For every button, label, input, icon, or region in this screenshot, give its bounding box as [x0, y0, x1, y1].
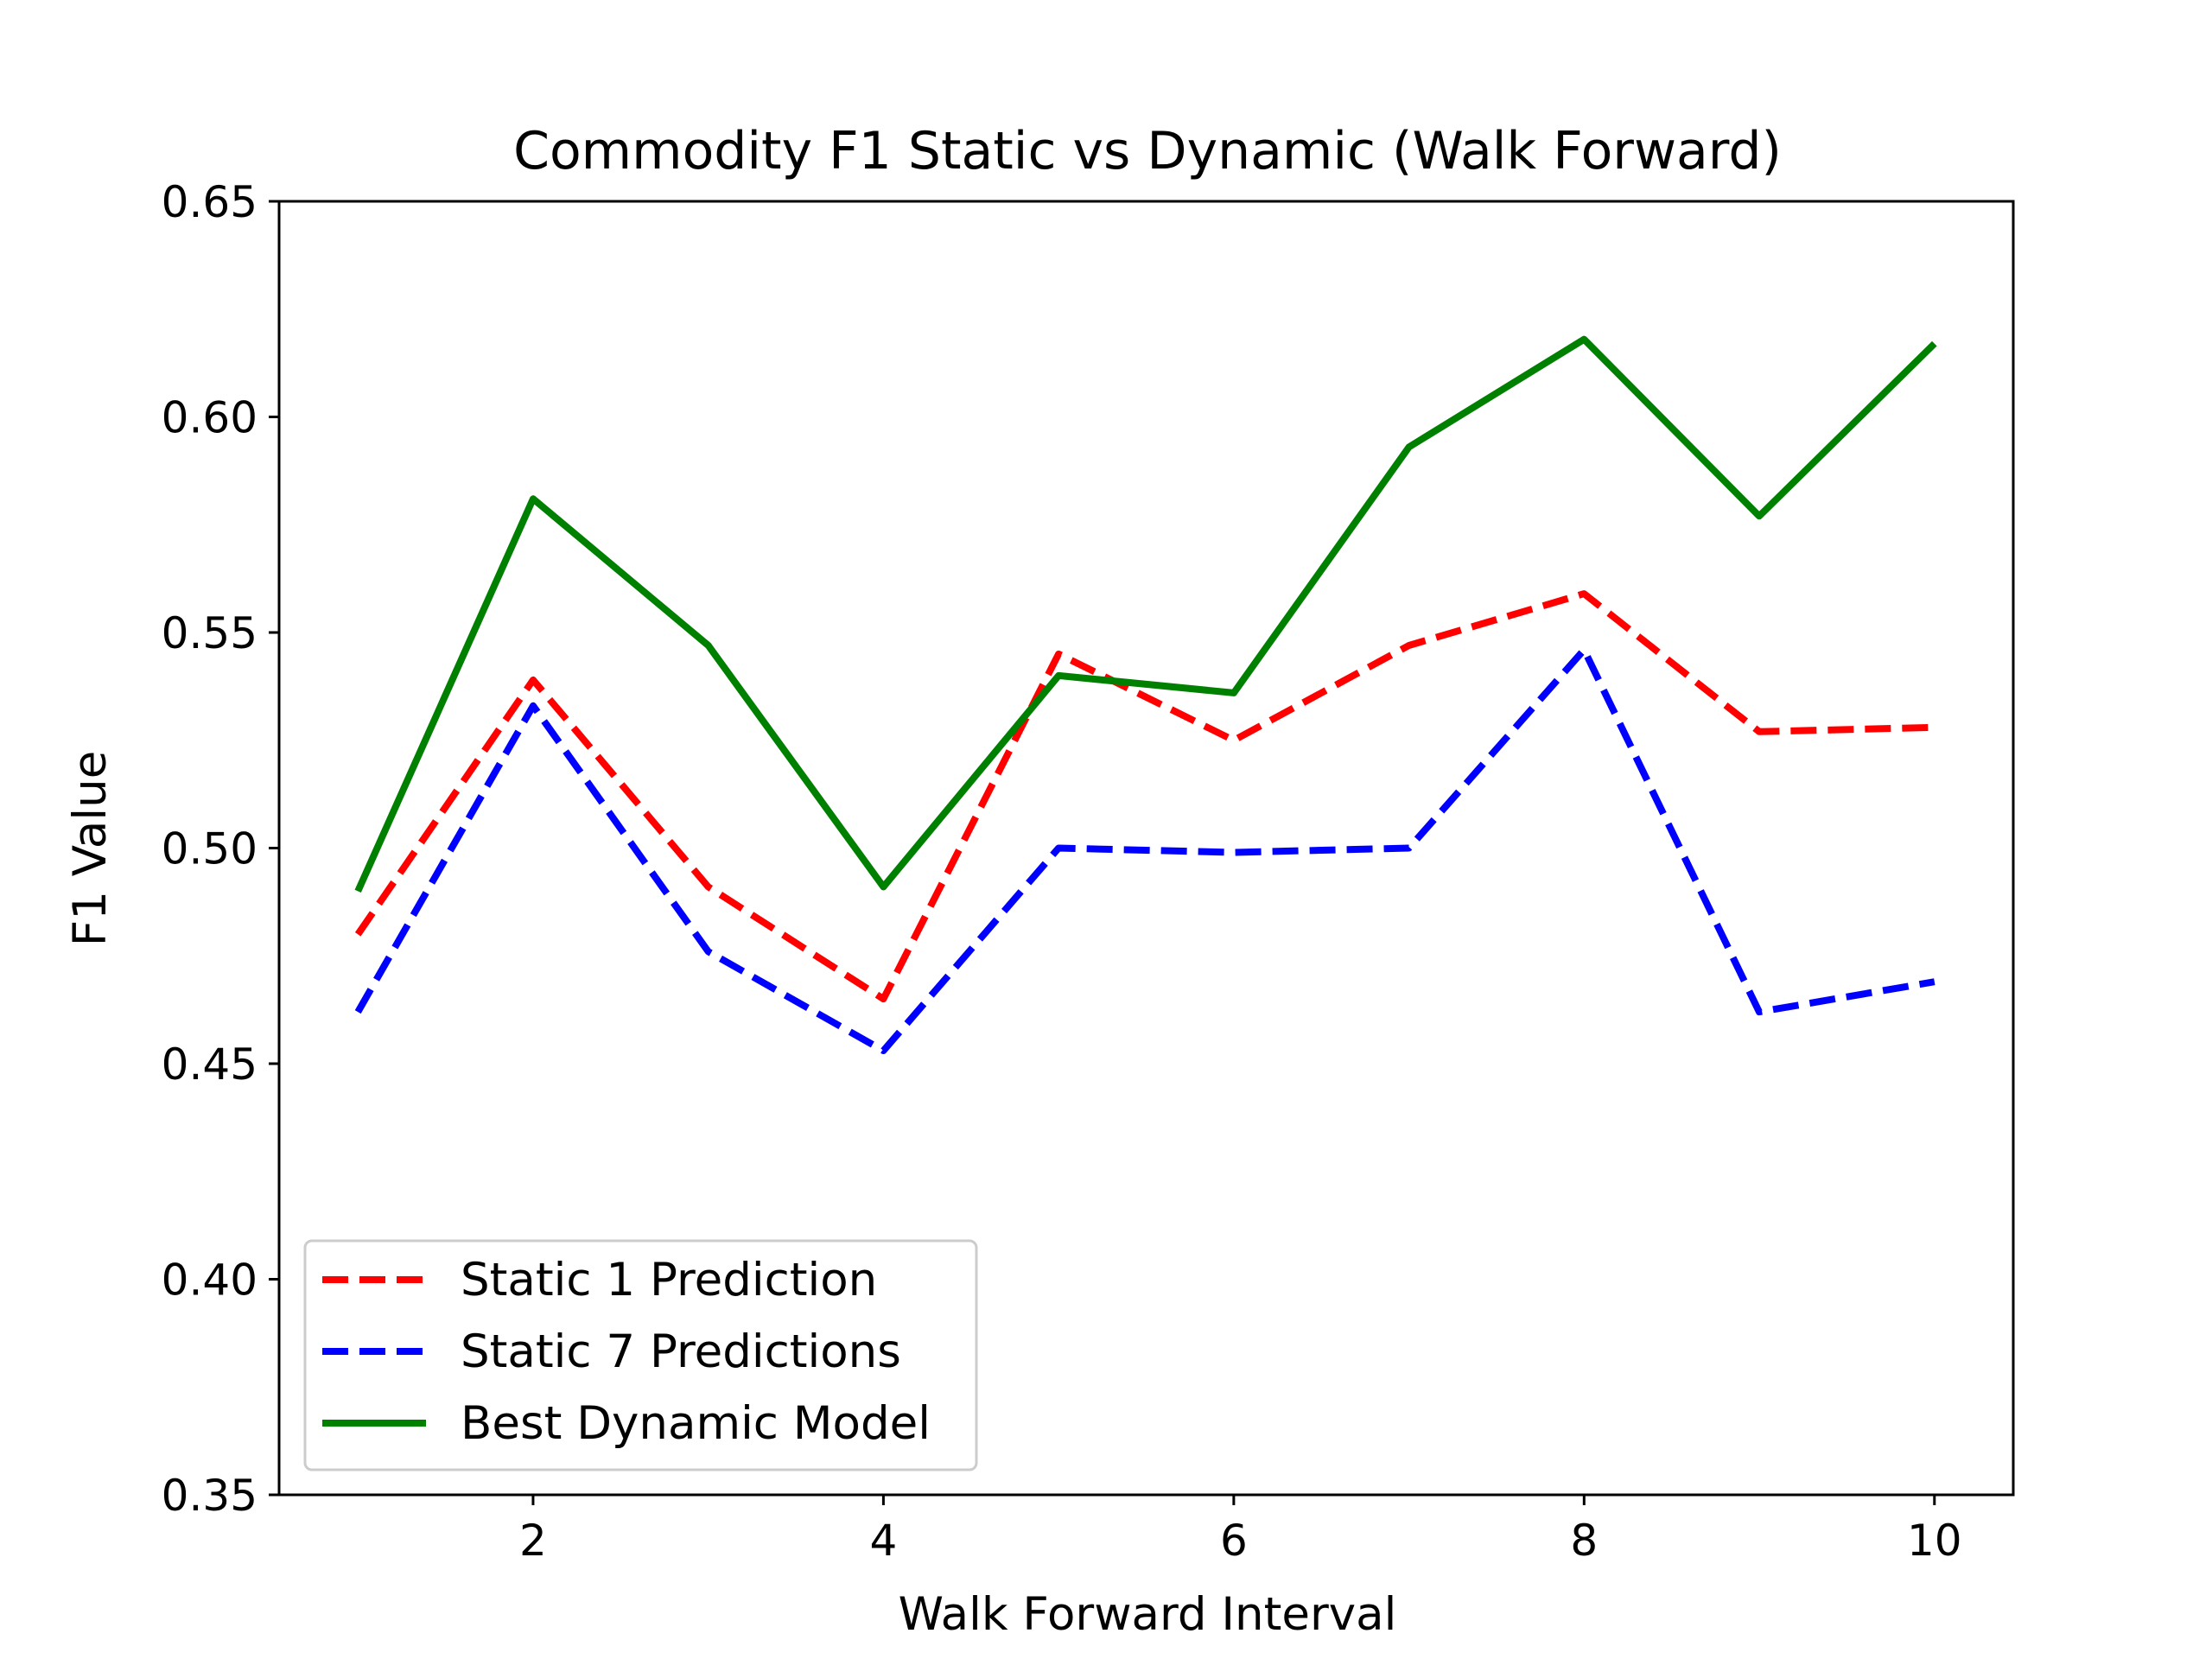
legend-label-static-1: Static 1 Prediction — [461, 1254, 877, 1306]
series-line-3 — [354, 335, 1937, 893]
legend-label-static-7: Static 7 Predictions — [461, 1325, 901, 1378]
x-tick-label: 10 — [1907, 1516, 1962, 1566]
x-tick-label: 6 — [1220, 1516, 1248, 1566]
y-axis-label: F1 Value — [64, 751, 117, 947]
legend-box — [303, 1239, 978, 1471]
y-tick-label: 0.45 — [162, 1039, 257, 1090]
x-axis-ticks: 2 4 6 8 10 — [519, 1495, 1962, 1566]
x-tick-label: 2 — [519, 1516, 547, 1566]
legend: Static 1 Prediction Static 7 Predictions… — [303, 1239, 978, 1471]
y-tick-label: 0.60 — [162, 393, 257, 443]
y-tick-label: 0.35 — [162, 1471, 257, 1521]
chart-title: Commodity F1 Static vs Dynamic (Walk For… — [513, 121, 1782, 181]
series-layer — [354, 335, 1937, 1054]
series-line-2 — [354, 646, 1936, 1054]
x-axis-label: Walk Forward Interval — [899, 1588, 1397, 1641]
y-axis-ticks: 0.35 0.40 0.45 0.50 0.55 0.60 0.65 — [162, 177, 279, 1521]
x-tick-label: 8 — [1570, 1516, 1598, 1566]
y-tick-label: 0.55 — [162, 608, 257, 658]
y-tick-label: 0.40 — [162, 1255, 257, 1306]
series-line-1 — [354, 590, 1935, 1003]
x-tick-label: 4 — [870, 1516, 898, 1566]
y-tick-label: 0.65 — [162, 177, 257, 227]
y-tick-label: 0.50 — [162, 824, 257, 874]
legend-label-best-dynamic: Best Dynamic Model — [461, 1397, 931, 1450]
